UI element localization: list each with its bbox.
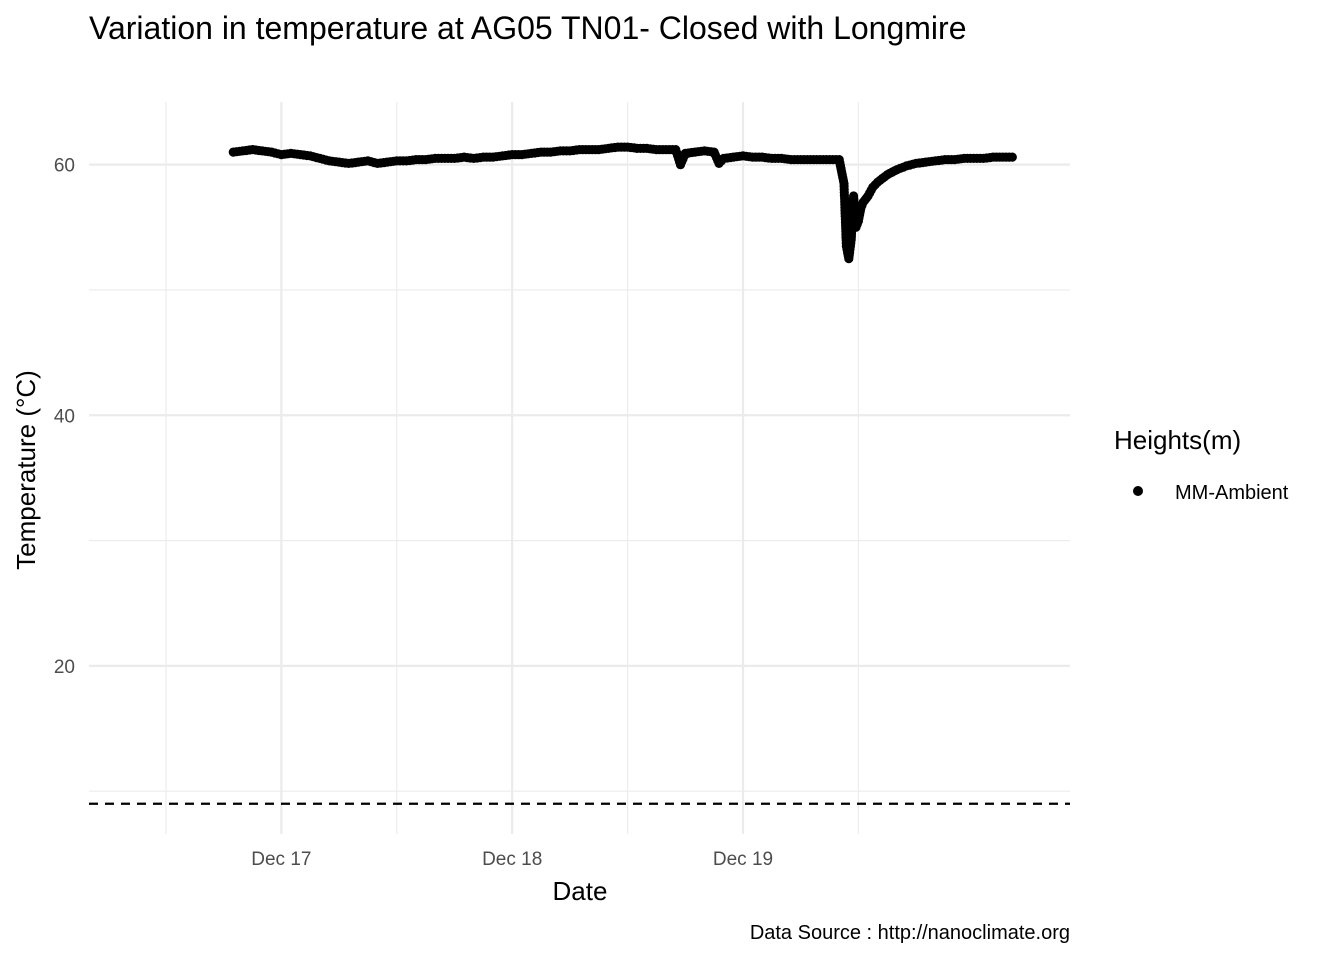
data-point bbox=[1007, 152, 1017, 162]
x-axis-ticks: Dec 17 Dec 18 Dec 19 bbox=[251, 849, 773, 870]
legend-label: MM-Ambient bbox=[1175, 482, 1289, 504]
data-source-caption: Data Source : http://nanoclimate.org bbox=[750, 922, 1070, 944]
legend-title: Heights(m) bbox=[1114, 425, 1241, 455]
legend-key-marker bbox=[1133, 486, 1143, 496]
y-tick-label: 60 bbox=[54, 156, 75, 177]
y-tick-label: 20 bbox=[54, 657, 75, 678]
x-axis-title: Date bbox=[553, 876, 608, 906]
x-tick-label: Dec 17 bbox=[251, 849, 311, 870]
y-tick-label: 40 bbox=[54, 406, 75, 427]
y-axis-title: Temperature (°C) bbox=[11, 370, 41, 570]
chart-title: Variation in temperature at AG05 TN01- C… bbox=[89, 10, 966, 46]
data-series bbox=[228, 142, 1017, 264]
grid-lines bbox=[89, 102, 1070, 834]
x-tick-label: Dec 19 bbox=[713, 849, 773, 870]
legend: Heights(m) MM-Ambient bbox=[1114, 425, 1289, 504]
y-axis-ticks: 20 40 60 bbox=[54, 156, 75, 678]
x-tick-label: Dec 18 bbox=[482, 849, 542, 870]
